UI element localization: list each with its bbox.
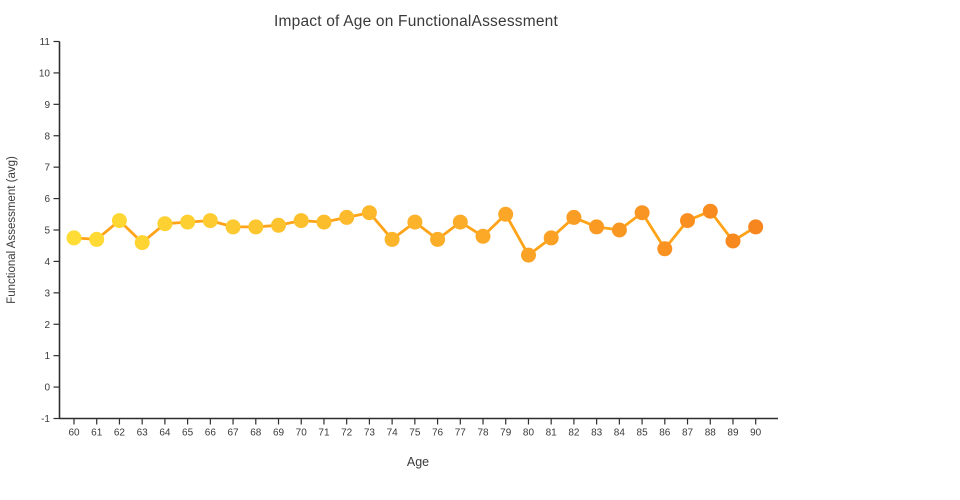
x-tick-label: 86: [659, 428, 671, 439]
data-point[interactable]: [702, 203, 718, 219]
y-tick-label: 2: [44, 320, 50, 331]
y-tick-label: 9: [44, 100, 50, 111]
x-tick-label: 79: [500, 428, 512, 439]
y-tick-label: 11: [40, 37, 51, 48]
data-point[interactable]: [634, 205, 650, 221]
x-tick-label: 83: [591, 428, 603, 439]
data-point[interactable]: [293, 213, 309, 229]
data-point[interactable]: [657, 241, 673, 257]
x-tick-label: 87: [682, 428, 694, 439]
data-point[interactable]: [680, 213, 695, 229]
x-tick-label: 64: [159, 428, 171, 439]
data-point[interactable]: [339, 209, 355, 225]
x-tick-label: 72: [341, 428, 353, 439]
x-tick-label: 76: [432, 428, 444, 439]
x-tick-label: 81: [546, 428, 558, 439]
data-point[interactable]: [748, 219, 764, 235]
data-point[interactable]: [111, 213, 127, 229]
chart-title: Impact of Age on FunctionalAssessment: [274, 13, 558, 30]
data-point[interactable]: [589, 219, 605, 235]
data-point[interactable]: [134, 235, 150, 251]
data-point[interactable]: [543, 230, 559, 246]
x-tick-label: 80: [523, 428, 535, 439]
data-point[interactable]: [475, 228, 491, 244]
x-tick-label: 88: [705, 428, 717, 439]
y-tick-label: 7: [44, 163, 50, 174]
x-tick-label: 82: [568, 428, 580, 439]
y-tick-label: 3: [44, 288, 50, 299]
data-point[interactable]: [180, 214, 196, 230]
y-tick-label: 10: [39, 68, 51, 79]
y-tick-label: 6: [44, 194, 50, 205]
data-point[interactable]: [407, 214, 423, 230]
x-tick-label: 78: [477, 428, 489, 439]
x-tick-label: 65: [182, 428, 194, 439]
x-tick-label: 74: [387, 428, 399, 439]
x-tick-label: 69: [273, 428, 285, 439]
y-tick-label: 5: [44, 226, 50, 237]
x-tick-label: 63: [137, 428, 149, 439]
x-tick-label: 70: [296, 428, 308, 439]
data-point[interactable]: [225, 219, 241, 235]
x-axis-title: Age: [406, 455, 430, 469]
x-tick-label: 60: [68, 428, 80, 439]
x-tick-label: 66: [205, 428, 217, 439]
data-point[interactable]: [361, 205, 377, 221]
data-point[interactable]: [498, 206, 514, 222]
data-point[interactable]: [611, 222, 627, 238]
data-point[interactable]: [384, 231, 400, 247]
x-tick-label: 89: [727, 428, 739, 439]
data-point[interactable]: [566, 209, 582, 225]
data-point[interactable]: [316, 214, 332, 230]
data-point[interactable]: [66, 230, 82, 246]
data-point[interactable]: [452, 214, 468, 230]
data-point[interactable]: [202, 213, 218, 229]
y-tick-label: 4: [44, 257, 50, 268]
x-tick-label: 62: [114, 428, 126, 439]
x-tick-label: 67: [228, 428, 240, 439]
data-point[interactable]: [521, 247, 536, 263]
x-tick-label: 61: [91, 428, 103, 439]
data-point[interactable]: [89, 231, 105, 247]
data-point[interactable]: [725, 233, 741, 249]
x-tick-label: 73: [364, 428, 376, 439]
data-point[interactable]: [248, 219, 264, 235]
y-tick-label: 8: [44, 131, 50, 142]
x-tick-label: 77: [455, 428, 467, 439]
x-tick-label: 71: [318, 428, 330, 439]
data-point[interactable]: [157, 216, 173, 232]
y-tick-label: 0: [44, 383, 50, 394]
x-tick-label: 84: [614, 428, 626, 439]
y-tick-label: -1: [41, 414, 50, 425]
data-point[interactable]: [271, 217, 286, 233]
x-tick-label: 68: [250, 428, 262, 439]
x-tick-label: 85: [637, 428, 649, 439]
y-tick-label: 1: [44, 351, 50, 362]
data-point[interactable]: [430, 231, 446, 247]
x-tick-label: 75: [409, 428, 421, 439]
x-tick-label: 90: [750, 428, 762, 439]
